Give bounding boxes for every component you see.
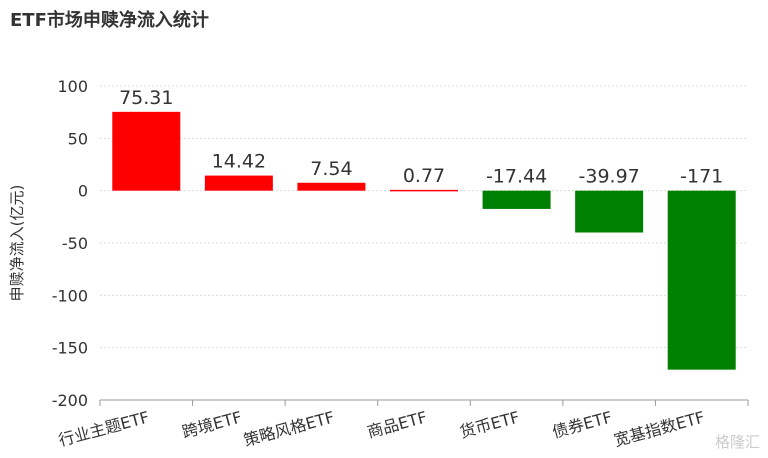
y-tick-label: -150 bbox=[52, 339, 88, 358]
y-axis-title: 申赎净流入(亿元) bbox=[8, 185, 26, 302]
bar bbox=[667, 190, 736, 370]
x-tick-label: 债券ETF bbox=[550, 408, 614, 442]
data-label: -171 bbox=[680, 166, 723, 188]
bar bbox=[297, 182, 366, 191]
data-label: -17.44 bbox=[486, 166, 547, 188]
bar bbox=[390, 189, 458, 192]
data-label: -39.97 bbox=[579, 166, 640, 188]
x-tick-label: 商品ETF bbox=[365, 408, 429, 442]
y-tick-label: -50 bbox=[62, 234, 88, 253]
y-tick-label: 50 bbox=[68, 129, 88, 148]
chart-title: ETF市场申赎净流入统计 bbox=[10, 10, 209, 31]
bar bbox=[482, 190, 551, 209]
x-tick-label: 宽基指数ETF bbox=[612, 408, 707, 450]
x-tick-label: 跨境ETF bbox=[180, 408, 244, 442]
x-tick-label: 行业主题ETF bbox=[56, 408, 151, 450]
x-tick-label: 货币ETF bbox=[458, 408, 522, 442]
data-label: 14.42 bbox=[212, 151, 266, 173]
y-tick-label: -200 bbox=[52, 391, 88, 410]
y-tick-label: 100 bbox=[57, 77, 88, 96]
bar bbox=[575, 190, 644, 233]
y-tick-label: 0 bbox=[78, 182, 88, 201]
data-label: 75.31 bbox=[119, 87, 173, 109]
data-label: 7.54 bbox=[310, 158, 352, 180]
x-tick-label: 策略风格ETF bbox=[242, 408, 337, 450]
watermark-logo: 格隆汇 bbox=[714, 433, 760, 451]
bar bbox=[204, 175, 273, 191]
data-label: 0.77 bbox=[403, 165, 445, 187]
y-tick-label: -100 bbox=[52, 286, 88, 305]
bar bbox=[112, 111, 181, 191]
